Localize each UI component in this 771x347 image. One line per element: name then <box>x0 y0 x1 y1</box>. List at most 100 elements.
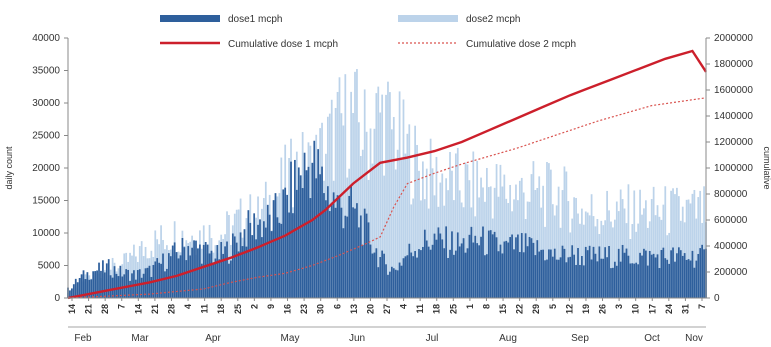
date-label: 21 <box>150 304 160 314</box>
dose1-bar <box>239 232 242 298</box>
dose2-bar <box>420 200 422 298</box>
dose1-bar <box>493 231 496 298</box>
dose1-bar <box>437 227 440 298</box>
legend-label-dose1: dose1 mcph <box>228 14 282 25</box>
dose1-bar <box>410 252 413 298</box>
dose1-bar <box>451 231 453 298</box>
dose1-bar <box>206 244 209 298</box>
dose1-bar <box>135 279 137 298</box>
dose1-bar <box>423 229 426 298</box>
dose1-bar <box>596 261 599 298</box>
dose1-bar <box>167 253 170 298</box>
dose1-bar <box>681 255 684 298</box>
date-label: 18 <box>432 304 442 314</box>
date-label: 26 <box>598 304 608 314</box>
dose1-bar <box>171 245 174 298</box>
dose1-bar <box>660 250 663 298</box>
dose1-bar <box>495 237 498 298</box>
axes: 0 5000 10000 15000 20000 25000 30000 35000 40000… <box>4 33 771 344</box>
dose2-bar <box>377 86 380 299</box>
dose1-bar <box>470 226 473 298</box>
y-right-tick-label: 600000 <box>714 215 748 226</box>
dose1-bar <box>612 267 614 298</box>
dose1-bar <box>247 210 250 298</box>
dose1-bar <box>542 249 544 298</box>
date-label: 7 <box>117 304 127 309</box>
dose2-bar <box>555 205 558 298</box>
dose2-bar <box>687 199 690 298</box>
dose2-bar <box>672 188 674 298</box>
dose2-bar <box>582 224 585 298</box>
dose1-bar <box>102 260 104 298</box>
dose1-bar <box>307 166 310 298</box>
dose1-bar <box>441 239 444 298</box>
dose1-bar <box>489 230 492 298</box>
dose2-bar <box>466 164 469 298</box>
dose2-bar <box>658 216 661 298</box>
y-right-tick-label: 0 <box>714 293 720 304</box>
dose1-bar <box>472 242 475 298</box>
legend-label-cum1: Cumulative dose 1 mcph <box>228 39 338 50</box>
dose1-bar <box>224 246 226 298</box>
dose1-bar <box>643 248 645 298</box>
dose2-bar <box>615 201 618 298</box>
dose1-bar <box>96 270 98 298</box>
date-label: 24 <box>664 304 674 314</box>
dose1-bar <box>639 252 641 298</box>
dose1-bar <box>414 251 416 298</box>
dose2-bar <box>561 190 564 298</box>
dose2-bar <box>418 170 420 298</box>
month-label: Jun <box>349 333 365 344</box>
date-label: 11 <box>200 304 210 314</box>
dose2-bar <box>513 199 515 298</box>
date-label: 20 <box>365 304 375 314</box>
dose2-bar <box>330 99 333 298</box>
dose2-bar <box>396 149 399 298</box>
dose1-bar <box>540 249 543 298</box>
dose2-bar <box>538 176 541 298</box>
y-right-tick-label: 400000 <box>714 241 748 252</box>
date-label: 14 <box>67 304 77 314</box>
date-label: 16 <box>283 304 293 314</box>
dose1-bar <box>693 267 696 298</box>
dose1-bar <box>276 217 279 298</box>
dose1-bar <box>220 242 223 298</box>
dose2-bar <box>425 168 428 298</box>
y-right-tick-label: 1000000 <box>714 163 753 174</box>
dose2-bar <box>613 219 616 298</box>
dose1-bar <box>363 208 366 298</box>
dose1-bar <box>703 249 705 298</box>
dose1-bar <box>394 269 397 298</box>
dose1-bar <box>156 258 159 298</box>
dose2-bar <box>681 206 684 298</box>
date-label: 31 <box>680 304 690 314</box>
y-right-tick-label: 1400000 <box>714 111 753 122</box>
dose2-bar <box>358 122 360 298</box>
dose2-bar <box>676 187 678 298</box>
dose1-bar <box>317 149 320 298</box>
dose1-bar <box>485 254 488 298</box>
dose1-bar <box>309 198 312 298</box>
dose1-bar <box>433 233 436 298</box>
dose2-bar <box>542 185 544 298</box>
dose2-bar <box>361 149 364 298</box>
date-label: 27 <box>382 304 392 314</box>
dose1-bar <box>218 259 221 298</box>
dose1-bar <box>253 213 256 298</box>
dose1-bar <box>71 288 73 298</box>
date-label: 15 <box>498 304 508 314</box>
dose1-bar <box>88 279 91 298</box>
dose1-bar <box>484 255 486 298</box>
dose1-bar <box>631 263 634 298</box>
dose2-bar <box>375 93 378 298</box>
dose1-bar <box>666 259 669 298</box>
dose1-bar <box>515 237 517 298</box>
y-left-tick-label: 40000 <box>32 33 60 44</box>
dose2-bar <box>441 173 444 298</box>
dose1-bar <box>365 213 368 298</box>
date-label: 1 <box>465 304 475 309</box>
dose1-bar <box>216 245 219 298</box>
dose2-bar <box>456 147 459 298</box>
dose1-bar <box>503 241 506 298</box>
dose2-bar <box>449 152 451 298</box>
